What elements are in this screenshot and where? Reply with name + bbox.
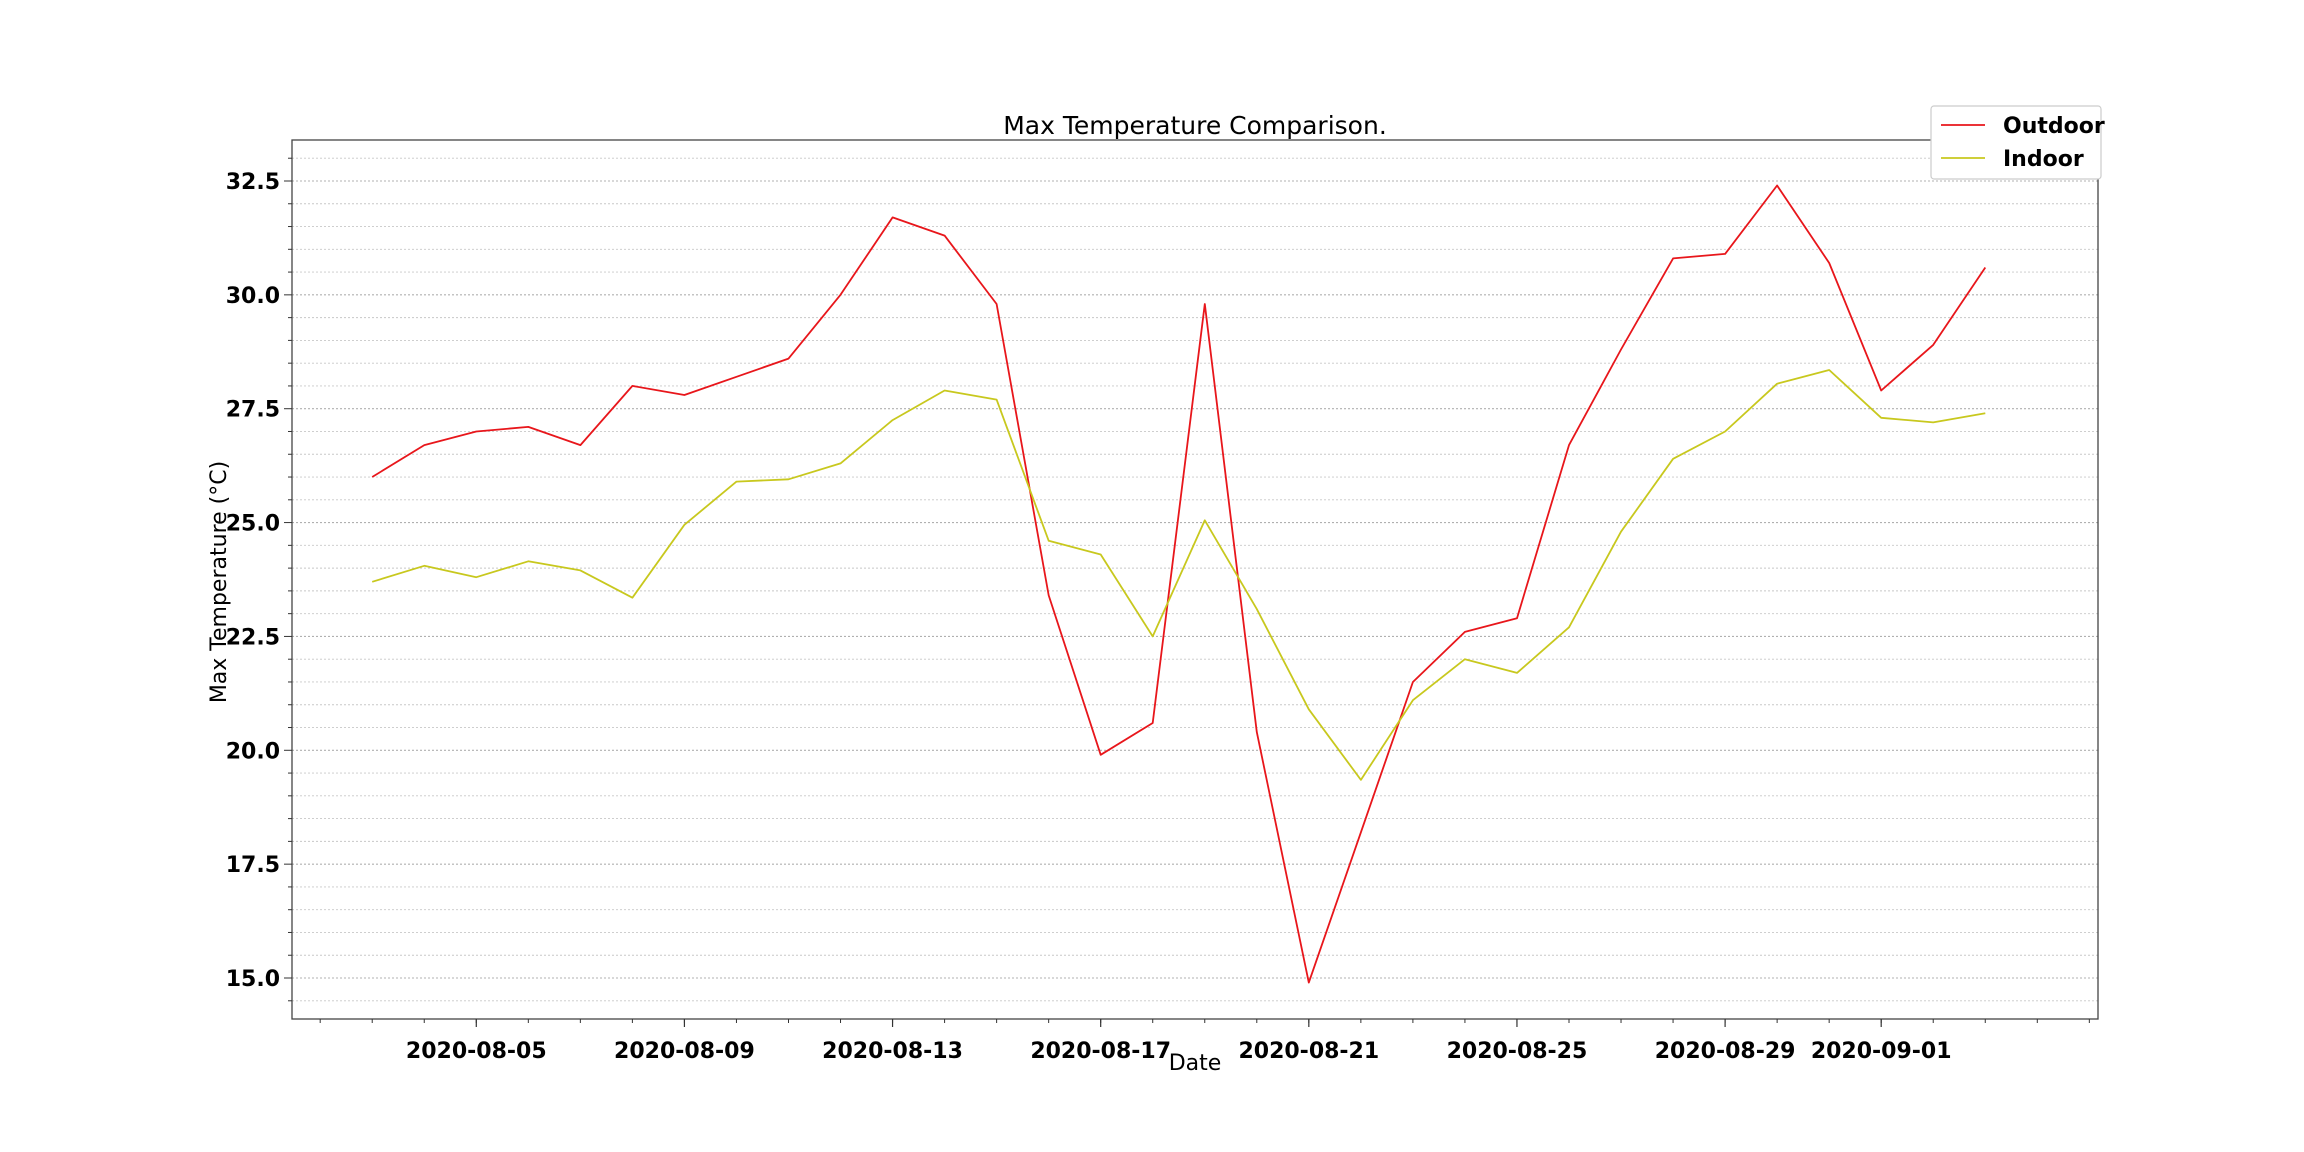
- y-tick-label: 22.5: [226, 625, 280, 650]
- series-layer: [371, 184, 1987, 984]
- legend-label-indoor: Indoor: [2003, 147, 2084, 172]
- x-axis-label: Date: [1169, 1051, 1222, 1076]
- y-tick-label: 32.5: [226, 170, 280, 195]
- y-tick-label: 25.0: [226, 512, 280, 537]
- plot-area-frame: [291, 139, 2099, 1020]
- chart-title: Max Temperature Comparison.: [1003, 111, 1387, 140]
- grid-layer: [292, 157, 2098, 1002]
- y-tick-label: 27.5: [226, 398, 280, 423]
- y-tick-label: 17.5: [226, 853, 280, 878]
- y-tick-label: 15.0: [226, 967, 280, 992]
- x-tick-label: 2020-08-29: [1655, 1039, 1796, 1064]
- x-tick-label: 2020-08-21: [1238, 1039, 1379, 1064]
- series-line-outdoor: [371, 184, 1987, 984]
- x-tick-label: 2020-08-09: [614, 1039, 755, 1064]
- x-tick-label: 2020-08-17: [1030, 1039, 1171, 1064]
- series-line-indoor: [371, 369, 1986, 781]
- x-tick-label: 2020-09-01: [1811, 1039, 1952, 1064]
- x-tick-label: 2020-08-13: [822, 1039, 963, 1064]
- legend-label-outdoor: Outdoor: [2003, 114, 2105, 139]
- ticks-layer: 15.0 17.5 20.0 22.5 25.0 27.5 30.0 32.5 2020-08-…: [226, 157, 2090, 1064]
- y-axis-label: Max Temperature (°C): [207, 461, 232, 703]
- x-tick-label: 2020-08-05: [406, 1039, 547, 1064]
- x-tick-label: 2020-08-25: [1447, 1039, 1588, 1064]
- y-tick-label: 30.0: [226, 284, 280, 309]
- y-tick-label: 20.0: [226, 739, 280, 764]
- legend: Outdoor Indoor: [1930, 105, 2105, 180]
